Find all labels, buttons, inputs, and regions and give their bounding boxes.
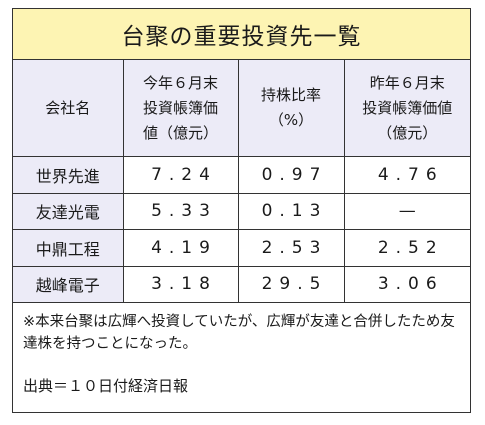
company-name: 友達光電 bbox=[13, 192, 124, 230]
header-line: 持株比率 bbox=[260, 86, 321, 104]
header-company: 会社名 bbox=[13, 60, 124, 157]
header-ownership-ratio: 持株比率 （%） bbox=[237, 60, 345, 157]
book-value-this-year: 4.19 bbox=[122, 229, 239, 267]
ownership-ratio: 2.53 bbox=[237, 229, 345, 267]
company-name: 世界先進 bbox=[13, 156, 124, 194]
company-name: 中鼎工程 bbox=[13, 229, 124, 267]
header-line: 会社名 bbox=[45, 98, 91, 117]
header-line: （%） bbox=[268, 111, 314, 129]
investment-table-panel: 台聚の重要投資先一覧 会社名 今年６月末 投資帳簿価 値（億元） 持株比率 （%… bbox=[12, 8, 471, 413]
investment-table: 会社名 今年６月末 投資帳簿価 値（億元） 持株比率 （%） 昨年６月末 投資帳… bbox=[13, 60, 470, 303]
book-value-this-year: 3.18 bbox=[122, 265, 239, 303]
header-book-value-this-year: 今年６月末 投資帳簿価 値（億元） bbox=[122, 60, 239, 157]
header-line: 投資帳簿価 bbox=[142, 98, 218, 117]
header-line: 今年６月末 bbox=[142, 73, 218, 92]
ownership-ratio: 0.13 bbox=[237, 192, 345, 230]
table-row: 世界先進 7.24 0.97 4.76 bbox=[13, 156, 470, 194]
header-row: 会社名 今年６月末 投資帳簿価 値（億元） 持株比率 （%） 昨年６月末 投資帳… bbox=[13, 60, 470, 157]
book-value-last-year: — bbox=[343, 192, 470, 230]
table-row: 中鼎工程 4.19 2.53 2.52 bbox=[13, 229, 470, 267]
page-title: 台聚の重要投資先一覧 bbox=[13, 9, 470, 60]
ownership-ratio: 29.5 bbox=[237, 265, 345, 303]
ownership-ratio: 0.97 bbox=[237, 156, 345, 194]
company-name: 越峰電子 bbox=[13, 265, 124, 303]
header-line: 昨年６月末 bbox=[369, 73, 445, 92]
book-value-this-year: 7.24 bbox=[122, 156, 239, 194]
book-value-this-year: 5.33 bbox=[122, 192, 239, 230]
table-row: 越峰電子 3.18 29.5 3.06 bbox=[13, 265, 470, 303]
book-value-last-year: 3.06 bbox=[343, 265, 470, 303]
header-line: 投資帳簿価値 bbox=[362, 98, 453, 117]
footnote-text: ※本来台聚は広輝へ投資していたが、広輝が友達と合併したため友達株を持つことになっ… bbox=[23, 314, 455, 352]
header-line: 値（億元） bbox=[142, 123, 218, 142]
footnote-section: ※本来台聚は広輝へ投資していたが、広輝が友達と合併したため友達株を持つことになっ… bbox=[13, 303, 470, 397]
header-line: （億元） bbox=[377, 123, 438, 142]
header-book-value-last-year: 昨年６月末 投資帳簿価値 （億元） bbox=[343, 60, 470, 157]
table-row: 友達光電 5.33 0.13 — bbox=[13, 192, 470, 230]
source-credit: 出典＝１０日付経済日報 bbox=[23, 377, 189, 395]
book-value-last-year: 4.76 bbox=[343, 156, 470, 194]
book-value-last-year: 2.52 bbox=[343, 229, 470, 267]
